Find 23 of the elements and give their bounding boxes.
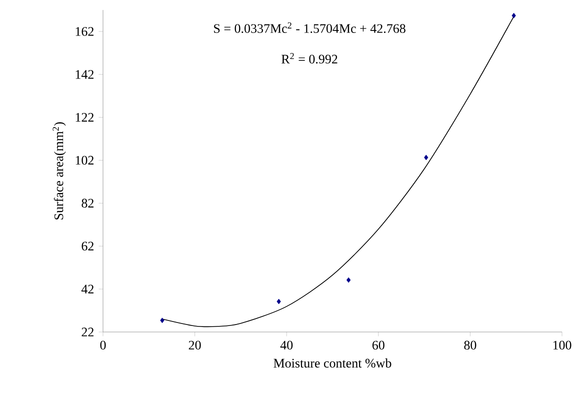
y-tick-label: 62 xyxy=(82,242,94,250)
y-tick-label: 82 xyxy=(82,198,94,208)
annotation: R$^{2}$ = 0.992 xyxy=(282,53,338,64)
y-tick-label: 102 xyxy=(76,156,94,165)
x-axis-title: Moisture content %wb xyxy=(274,358,392,368)
y-axis-title: Surface area(mm$^{2}$) xyxy=(52,122,66,220)
point xyxy=(276,298,281,304)
annotation: S = 0.0337Mc$^{2}$ - 1.5704Mc + 42.768 xyxy=(214,22,406,33)
point xyxy=(160,318,164,324)
y-tick-label: 142 xyxy=(76,70,94,79)
y-tick-label: 22 xyxy=(82,328,94,336)
x-tick-label: 0 xyxy=(100,340,106,350)
y-tick-label: 122 xyxy=(76,113,94,122)
y-tick-label: 42 xyxy=(81,284,94,294)
x-tick-label: 40 xyxy=(280,340,293,350)
point xyxy=(512,12,516,18)
x-tick-label: 80 xyxy=(464,340,476,350)
point xyxy=(346,277,351,283)
x-tick-label: 60 xyxy=(372,340,384,350)
x-tick-label: 100 xyxy=(553,340,572,350)
x-tick-label: 20 xyxy=(188,340,201,350)
y-tick-label: 162 xyxy=(76,27,94,36)
point xyxy=(424,154,428,160)
